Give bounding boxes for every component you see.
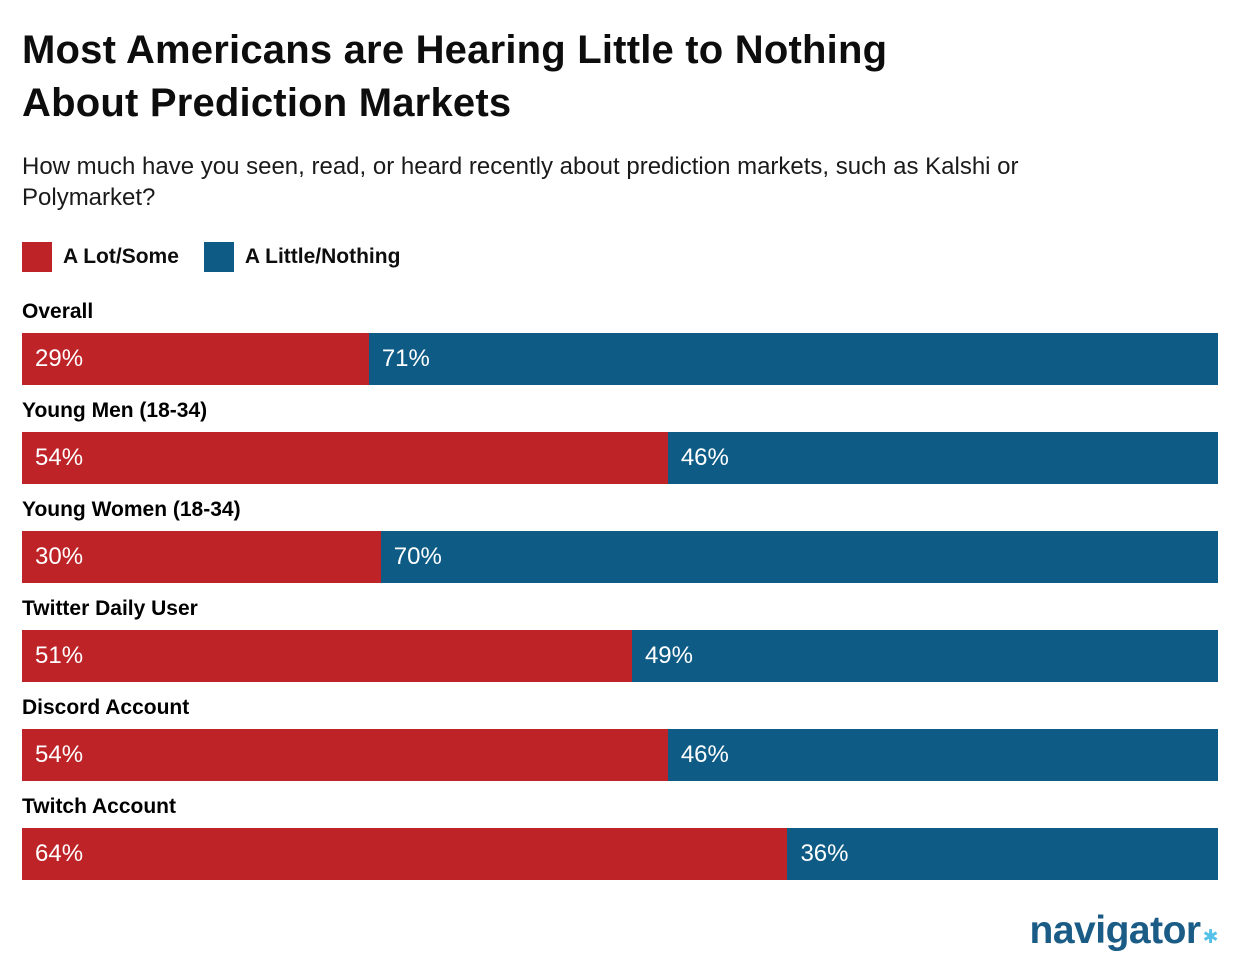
bar-segment-a-little-nothing: 71% (368, 333, 1218, 385)
survey-question: How much have you seen, read, or heard r… (22, 151, 1218, 213)
bar-value-label: 71% (381, 345, 430, 372)
stacked-bar: 29% 71% (22, 333, 1218, 385)
legend-label: A Lot/Some (63, 245, 179, 268)
stacked-bar: 30% 70% (22, 531, 1218, 583)
chart-row: Young Women (18-34) 30% 70% (22, 497, 1218, 583)
page-title-line-2: About Prediction Markets (22, 81, 512, 125)
bar-segment-a-little-nothing: 36% (787, 828, 1218, 880)
bar-segment-a-lot-some: 29% (22, 333, 369, 385)
bar-segment-a-lot-some: 54% (22, 729, 668, 781)
stacked-bar: 54% 46% (22, 729, 1218, 781)
legend-item: A Lot/Some (22, 242, 179, 272)
survey-question-line-2: Polymarket? (22, 184, 156, 211)
bar-value-label: 54% (35, 444, 84, 471)
stacked-bar: 54% 46% (22, 432, 1218, 484)
bar-value-label: 70% (393, 543, 442, 570)
bar-value-label: 46% (680, 741, 729, 768)
bar-value-label: 64% (35, 840, 84, 867)
survey-question-line-1: How much have you seen, read, or heard r… (22, 153, 1019, 180)
bar-value-label: 30% (35, 543, 84, 570)
chart-legend: A Lot/Some A Little/Nothing (22, 242, 1218, 272)
legend-swatch-icon (203, 242, 234, 272)
stacked-bar: 64% 36% (22, 828, 1218, 880)
category-label: Overall (22, 300, 94, 323)
category-label: Twitch Account (22, 795, 176, 818)
chart-row: Twitter Daily User 51% 49% (22, 596, 1218, 682)
bar-value-label: 46% (680, 444, 729, 471)
page-title: Most Americans are Hearing Little to Not… (22, 0, 1218, 130)
chart-row: Discord Account 54% 46% (22, 695, 1218, 781)
logo-star-icon: ✱ (1202, 927, 1219, 948)
legend-item: A Little/Nothing (203, 242, 401, 272)
bar-value-label: 36% (800, 840, 849, 867)
bar-segment-a-little-nothing: 46% (667, 729, 1218, 781)
bar-segment-a-lot-some: 64% (22, 828, 788, 880)
bar-value-label: 51% (35, 642, 84, 669)
legend-label: A Little/Nothing (244, 245, 401, 268)
bar-value-label: 54% (35, 741, 84, 768)
page-title-line-1: Most Americans are Hearing Little to Not… (22, 28, 888, 72)
bar-segment-a-little-nothing: 46% (667, 432, 1218, 484)
category-label: Young Women (18-34) (22, 498, 241, 521)
category-label: Young Men (18-34) (22, 399, 208, 422)
navigator-logo: navigator ✱ (1029, 909, 1219, 958)
legend-swatch-icon (22, 242, 52, 272)
chart-row: Young Men (18-34) 54% 46% (22, 398, 1218, 484)
bar-segment-a-lot-some: 54% (22, 432, 668, 484)
stacked-bar: 51% 49% (22, 630, 1218, 682)
bar-segment-a-lot-some: 30% (22, 531, 381, 583)
chart-rows: Overall 29% 71% Young Men (18-34) 54% 46% Youn… (22, 299, 1218, 880)
chart-row: Twitch Account 64% 36% (22, 794, 1218, 880)
bar-value-label: 49% (644, 642, 693, 669)
bar-segment-a-little-nothing: 49% (631, 630, 1218, 682)
bar-segment-a-little-nothing: 70% (380, 531, 1218, 583)
navigator-logo-text: navigator (1029, 909, 1202, 952)
category-label: Discord Account (22, 696, 190, 719)
chart-row: Overall 29% 71% (22, 299, 1218, 385)
bar-segment-a-lot-some: 51% (22, 630, 632, 682)
bar-value-label: 29% (35, 345, 84, 372)
category-label: Twitter Daily User (22, 597, 198, 620)
